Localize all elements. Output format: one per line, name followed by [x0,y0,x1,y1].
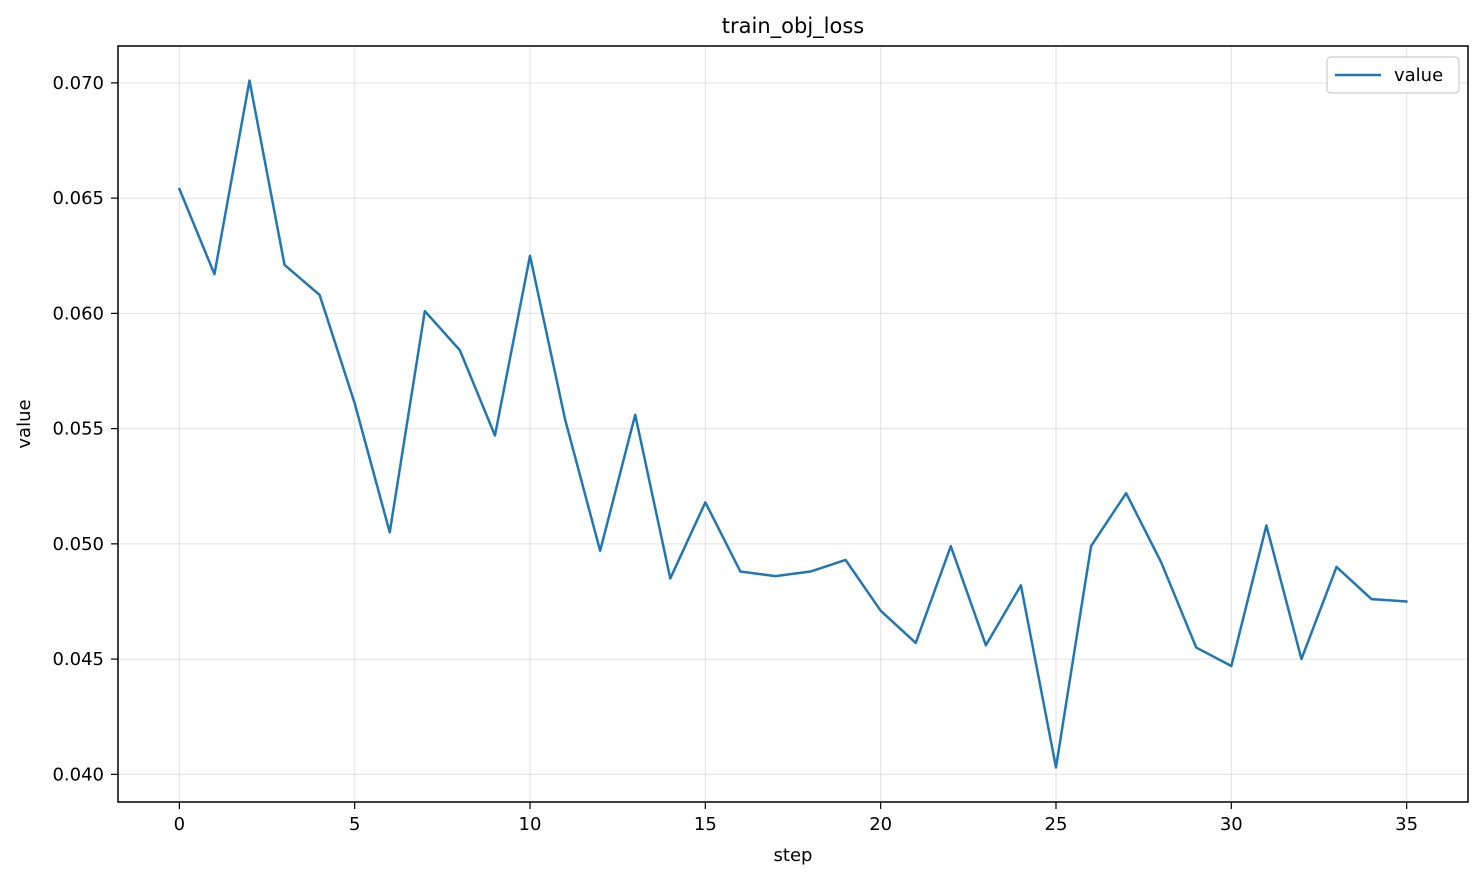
legend-box [1326,56,1460,94]
x-tick-label: 0 [174,814,185,835]
legend: value [1326,56,1460,94]
x-tick-label: 25 [1045,814,1068,835]
y-tick-label: 0.050 [52,534,104,555]
series-lines [178,79,1408,769]
y-axis-label: value [14,399,35,448]
chart-title: train_obj_loss [722,14,864,39]
y-tick-label: 0.070 [52,73,104,94]
y-tick-label: 0.060 [52,303,104,324]
x-tick-label: 10 [519,814,542,835]
x-tick-label: 20 [869,814,892,835]
x-tick-label: 35 [1395,814,1418,835]
x-tick-label: 5 [349,814,360,835]
x-tick-label: 15 [694,814,717,835]
legend-entry: value [1394,65,1443,86]
axis-ticks: 0 5 10 15 20 25 30 35 0.040 0.045 0.050 0.055 0.060 0… [52,73,1418,835]
y-tick-label: 0.040 [52,764,104,785]
y-tick-label: 0.045 [52,649,104,670]
x-tick-label: 30 [1220,814,1243,835]
plot-frame [117,45,1469,803]
series-line-value [178,79,1408,769]
x-axis-label: step [774,845,813,866]
grid-lines [118,46,1468,802]
y-tick-label: 0.065 [52,188,104,209]
y-tick-label: 0.055 [52,419,104,440]
